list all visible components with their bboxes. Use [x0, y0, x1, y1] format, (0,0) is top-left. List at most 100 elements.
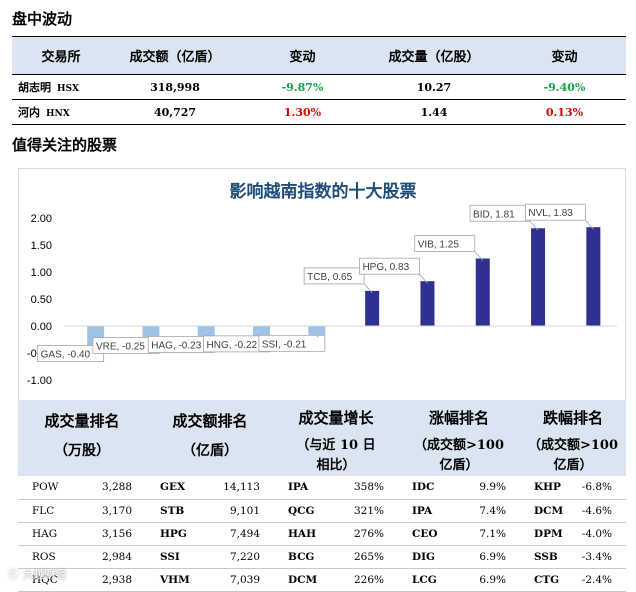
value-cell: 3,156: [74, 522, 146, 546]
ranking-header-line: （成交额>100: [413, 438, 505, 453]
col-turnover: 成交额（亿盾）: [110, 36, 240, 75]
volume-change-value: -9.40%: [503, 74, 626, 100]
ranking-row: ROS 2,984 SSI 7,220 BCG 265% DIG 6.9% SSB -3.4%: [18, 545, 626, 569]
top10-chart-svg: 影响越南指数的十大股票2.001.501.000.500.00-0.50-1.0…: [27, 181, 617, 387]
col-exchange: 交易所: [12, 36, 110, 75]
data-label-pointer: [419, 273, 428, 284]
ticker-cell: DPM: [520, 522, 574, 546]
data-label-box: [303, 267, 365, 285]
value-cell: 2,984: [74, 545, 146, 569]
value-cell: -2.4%: [574, 568, 626, 592]
data-label-box: [359, 257, 420, 275]
ranking-row: FLC 3,170 STB 9,101 QCG 321% IPA 7.4% DCM -4.6%: [18, 499, 626, 523]
ranking-header-line: （成交额>100: [527, 438, 619, 453]
ticker-cell: HPG: [146, 522, 204, 546]
ranking-header-cell: 成交量排名 （万股）: [18, 400, 146, 476]
data-label-box: [258, 334, 326, 352]
ranking-header-line: 相比）: [316, 458, 356, 473]
ranking-header-line: 涨幅排名: [428, 409, 489, 427]
value-cell: -4.6%: [574, 499, 626, 523]
chart-bar: [531, 228, 546, 326]
ticker-cell: KHP: [520, 476, 574, 500]
data-label-pointer: [529, 220, 539, 231]
chart-bar: [253, 326, 271, 338]
ranking-header-line: （亿盾）: [182, 443, 238, 459]
y-tick-label: 1.50: [31, 240, 52, 252]
ticker-cell: HQC: [18, 568, 74, 592]
data-label: HNG, -0.22: [207, 340, 258, 351]
ticker-cell: BCG: [274, 545, 332, 569]
y-tick-label: -1.00: [27, 375, 52, 387]
data-label: HAG, -0.23: [151, 340, 201, 351]
ranking-row: POW 3,288 GEX 14,113 IPA 358% IDC 9.9% KHP -6.8%: [18, 476, 626, 500]
exchange-code: HNX: [46, 109, 70, 119]
exchange-name: 河内 HNX: [12, 99, 110, 125]
ticker-cell: VHM: [146, 568, 204, 592]
ticker-cell: IDC: [398, 476, 458, 500]
chart-bar: [365, 290, 380, 326]
value-cell: 7.1%: [458, 522, 520, 546]
section-title-intraday: 盘中波动: [12, 10, 73, 28]
value-cell: 14,113: [204, 476, 274, 500]
ranking-header-line: （与近 10 日: [296, 438, 376, 453]
ranking-header-cell: 成交量增长 （与近 10 日相比）: [274, 400, 398, 476]
ranking-header-line: 亿盾）: [439, 458, 479, 473]
y-tick-label: 0.50: [31, 294, 52, 306]
turnover-change-value: -9.87%: [240, 74, 365, 100]
ranking-header: 成交量排名 （万股） 成交额排名 （亿盾） 成交量增长 （与近 10 日相比） 涨幅排名 （成…: [18, 400, 626, 476]
ticker-cell: DCM: [520, 499, 574, 523]
turnover-change-value: 1.30%: [240, 99, 365, 125]
ticker-cell: CTG: [520, 568, 574, 592]
exchange-label: 河内: [18, 106, 40, 119]
ranking-header-line: （万股）: [54, 443, 110, 459]
ticker-cell: HAG: [18, 522, 74, 546]
data-label-box: [524, 203, 586, 221]
ticker-cell: HAH: [274, 522, 332, 546]
volume-value: 10.27: [365, 74, 503, 100]
y-tick-label: 0.00: [31, 321, 52, 333]
ticker-cell: CEO: [398, 522, 458, 546]
ticker-cell: DCM: [274, 568, 332, 592]
value-cell: 9,101: [204, 499, 274, 523]
data-label: SSI, -0.21: [262, 339, 307, 350]
ranking-header-line: 成交量增长: [298, 409, 374, 427]
market-table: 交易所 成交额（亿盾） 变动 成交量（亿股） 变动 胡志明 HSX 318,998-…: [12, 36, 626, 125]
data-label-pointer: [474, 251, 484, 261]
ranking-header-line: 成交额排名: [172, 412, 248, 430]
exchange-name: 胡志明 HSX: [12, 74, 110, 100]
ranking-row: HQC 2,938 VHM 7,039 DCM 226% LCG 6.9% CTG -2.4%: [18, 568, 626, 592]
value-cell: 358%: [332, 476, 398, 500]
ticker-cell: QCG: [274, 499, 332, 523]
value-cell: 3,288: [74, 476, 146, 500]
ticker-cell: STB: [146, 499, 204, 523]
chart-bar: [420, 281, 435, 326]
watermark: ⓒ 大越财经: [8, 568, 67, 581]
ranking-header-line: 亿盾）: [553, 458, 593, 473]
value-cell: 265%: [332, 545, 398, 569]
chart-title: 影响越南指数的十大股票: [230, 181, 417, 202]
value-cell: -6.8%: [574, 476, 626, 500]
data-label: NVL, 1.83: [528, 208, 573, 219]
value-cell: 7,494: [204, 522, 274, 546]
value-cell: 7,220: [204, 545, 274, 569]
value-cell: 7.4%: [458, 499, 520, 523]
ranking-header-cell: 跌幅排名 （成交额>100 亿盾）: [520, 400, 626, 476]
data-label-pointer: [585, 219, 594, 230]
market-row: 胡志明 HSX 318,998 -9.87% 10.27 -9.40%: [12, 74, 626, 100]
value-cell: 6.9%: [458, 568, 520, 592]
data-label-pointer: [363, 283, 373, 294]
ticker-cell: LCG: [398, 568, 458, 592]
col-volume: 成交量（亿股）: [365, 36, 503, 75]
chart-bar: [586, 227, 601, 326]
ranking-header-line: 成交量排名: [44, 412, 120, 430]
value-cell: -4.0%: [574, 522, 626, 546]
market-table-header: 交易所 成交额（亿盾） 变动 成交量（亿股） 变动: [12, 36, 626, 75]
data-label-pointer: [316, 335, 320, 338]
data-label: BID, 1.81: [473, 209, 515, 220]
value-cell: 321%: [332, 499, 398, 523]
ticker-cell: FLC: [18, 499, 74, 523]
data-label-box: [414, 235, 476, 252]
ranking-header-cell: 成交额排名 （亿盾）: [146, 400, 274, 476]
data-label: VIB, 1.25: [418, 240, 460, 251]
value-cell: 6.9%: [458, 545, 520, 569]
